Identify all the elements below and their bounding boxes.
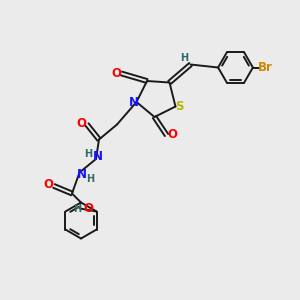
Text: H: H: [73, 203, 81, 214]
Text: O: O: [83, 202, 94, 215]
Text: O: O: [167, 128, 177, 142]
Text: N: N: [76, 168, 87, 181]
Text: H: H: [180, 53, 188, 63]
Text: H: H: [86, 174, 94, 184]
Text: N: N: [93, 150, 103, 164]
Text: S: S: [175, 100, 184, 113]
Text: Br: Br: [258, 61, 273, 74]
Text: O: O: [76, 116, 87, 130]
Text: H: H: [84, 148, 93, 159]
Text: N: N: [129, 95, 139, 109]
Text: O: O: [111, 67, 121, 80]
Text: O: O: [44, 178, 54, 191]
